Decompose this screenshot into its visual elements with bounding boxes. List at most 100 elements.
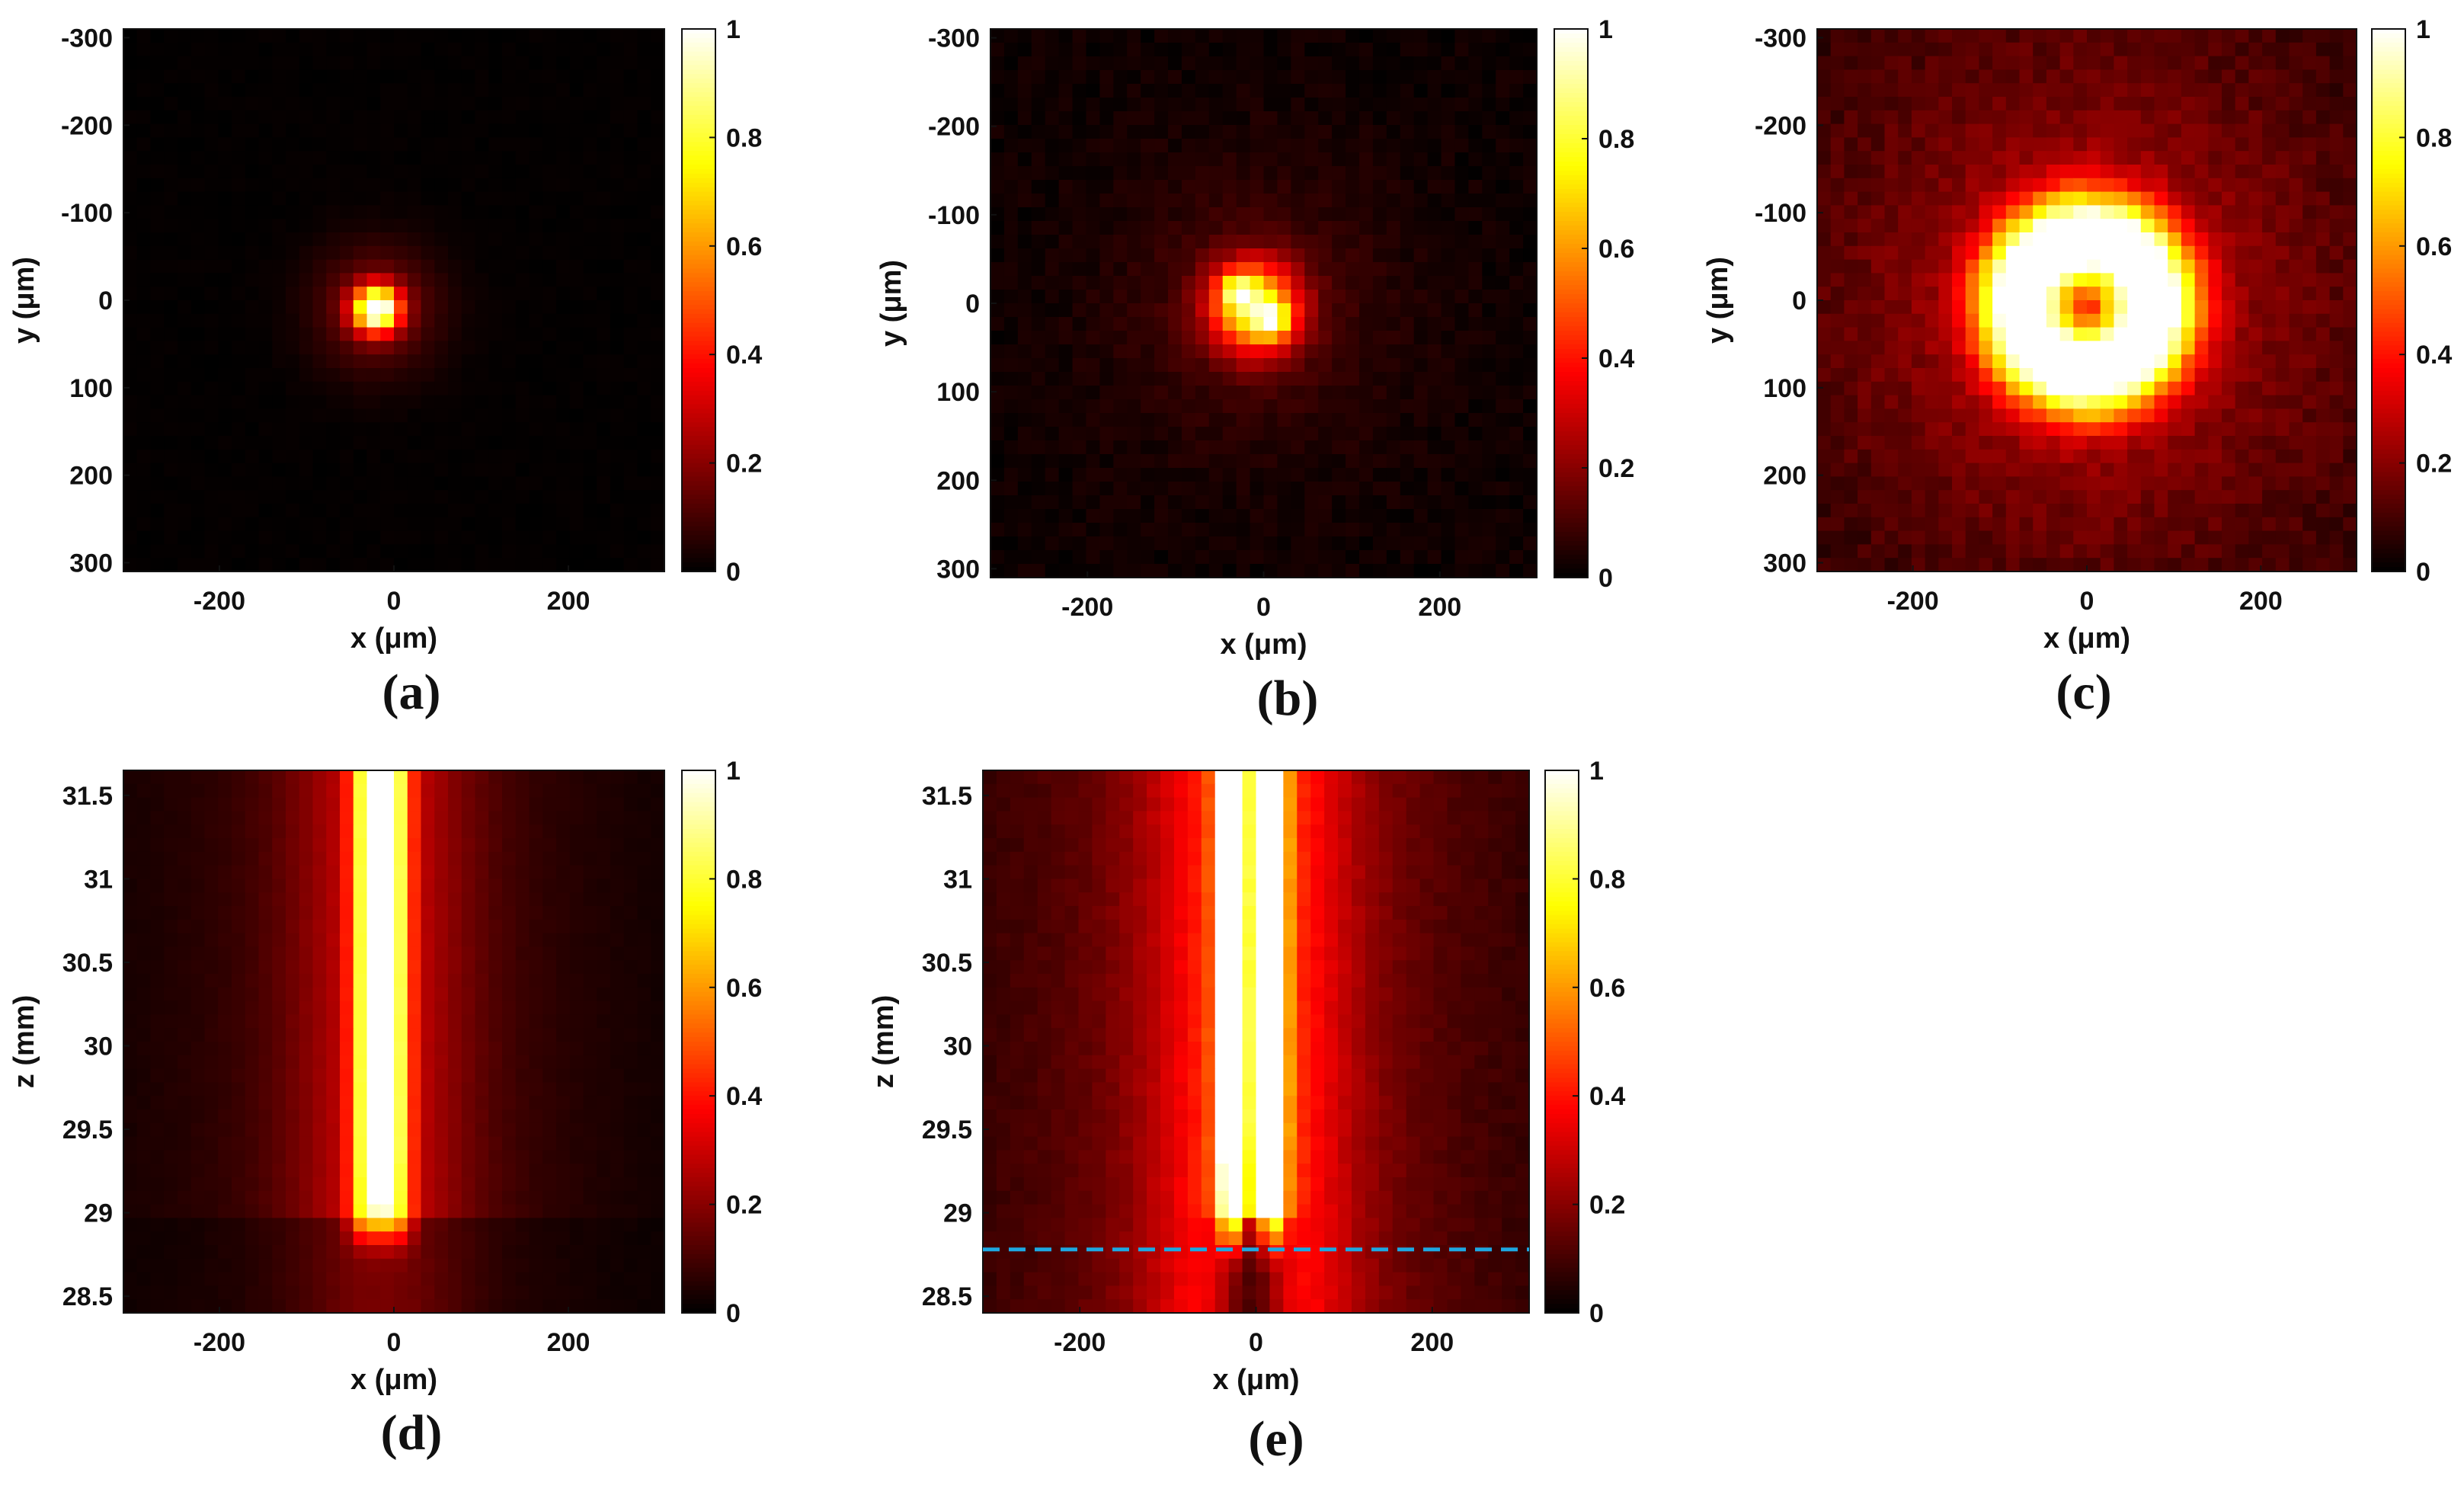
heatmap-cell: [637, 395, 651, 409]
heatmap-cell: [218, 313, 232, 328]
heatmap-cell: [1208, 399, 1224, 414]
heatmap-cell: [312, 29, 327, 43]
heatmap-cell: [1454, 550, 1469, 565]
heatmap-cell: [610, 178, 625, 193]
heatmap-cell: [232, 422, 246, 437]
heatmap-cell: [583, 69, 597, 84]
colorbar-swatch: [1554, 120, 1588, 126]
heatmap-cell: [475, 219, 489, 233]
colorbar-tick-label: 0: [726, 558, 741, 587]
heatmap-cell: [2343, 56, 2357, 70]
heatmap-cell: [272, 137, 286, 152]
heatmap-cell: [651, 449, 665, 464]
heatmap-cell: [623, 178, 638, 193]
heatmap-cell: [434, 530, 449, 545]
heatmap-cell: [258, 83, 273, 98]
heatmap-cell: [2329, 463, 2344, 477]
heatmap-cell: [1222, 111, 1237, 126]
heatmap-cell: [164, 504, 178, 518]
heatmap-cell: [2181, 191, 2196, 206]
heatmap-cell: [2208, 449, 2222, 464]
heatmap-cell: [136, 219, 152, 233]
heatmap-cell: [258, 219, 273, 233]
heatmap-cell: [1844, 368, 1858, 383]
heatmap-cell: [502, 313, 517, 328]
heatmap-cell: [990, 468, 1005, 482]
heatmap-cell: [1304, 290, 1319, 304]
heatmap-cell: [2235, 69, 2249, 84]
heatmap-cell: [1911, 395, 1926, 409]
heatmap-cell: [1003, 331, 1019, 345]
heatmap-cell: [2208, 69, 2222, 84]
heatmap-cell: [1181, 344, 1196, 359]
heatmap-cell: [272, 178, 286, 193]
heatmap-cell: [488, 504, 503, 518]
heatmap-cell: [1992, 97, 2007, 111]
heatmap-cell: [2275, 42, 2290, 57]
heatmap-cell: [178, 165, 192, 179]
colorbar-swatch: [1554, 450, 1588, 455]
heatmap-cell: [421, 259, 435, 274]
heatmap-cell: [1195, 262, 1210, 277]
heatmap-cell: [637, 517, 651, 532]
heatmap-cell: [421, 273, 435, 287]
heatmap-cell: [2019, 422, 2034, 437]
heatmap-cell: [1072, 56, 1087, 71]
heatmap-cell: [1291, 523, 1305, 537]
heatmap-cell: [990, 180, 1005, 194]
heatmap-cell: [2019, 56, 2034, 70]
heatmap-cell: [1127, 317, 1141, 331]
heatmap-cell: [2087, 123, 2101, 138]
heatmap-cell: [353, 408, 368, 423]
heatmap-cell: [1332, 564, 1346, 578]
heatmap-cell: [529, 151, 543, 165]
heatmap-cell: [2289, 205, 2303, 219]
heatmap-cell: [1154, 386, 1169, 400]
heatmap-cell: [583, 530, 597, 545]
heatmap-cell: [542, 530, 557, 545]
colorbar-swatch: [1554, 386, 1588, 391]
heatmap-cell: [258, 56, 273, 70]
heatmap-cell: [2181, 490, 2196, 504]
heatmap-cell: [1400, 84, 1415, 98]
heatmap-cell: [178, 341, 192, 355]
heatmap-cell: [1427, 98, 1442, 112]
heatmap-cell: [164, 97, 178, 111]
heatmap-cell: [569, 287, 584, 301]
heatmap-cell: [1099, 152, 1114, 167]
heatmap-cell: [326, 83, 341, 98]
heatmap-cell: [461, 558, 476, 572]
heatmap-cell: [637, 69, 651, 84]
heatmap-cell: [2302, 313, 2317, 328]
heatmap-cell: [1372, 111, 1387, 126]
heatmap-cell: [990, 386, 1005, 400]
heatmap-cell: [1523, 482, 1538, 496]
heatmap-cell: [1072, 386, 1087, 400]
heatmap-cell: [1992, 69, 2007, 84]
heatmap-cell: [1441, 221, 1456, 235]
heatmap-cell: [610, 327, 625, 341]
heatmap-cell: [1072, 70, 1087, 85]
heatmap-cell: [2262, 245, 2277, 261]
heatmap-cell: [1113, 440, 1128, 455]
colorbar-swatch: [682, 219, 715, 224]
heatmap-cell: [1482, 427, 1496, 441]
heatmap-cell: [326, 530, 341, 545]
heatmap-cell: [394, 422, 408, 437]
heatmap-cell: [1441, 468, 1456, 482]
heatmap-cell: [1154, 427, 1169, 441]
heatmap-cell: [2127, 368, 2142, 383]
heatmap-cell: [610, 83, 625, 98]
heatmap-cell: [1427, 564, 1442, 578]
heatmap-cell: [2114, 517, 2128, 532]
heatmap-cell: [2114, 29, 2128, 43]
heatmap-cell: [2087, 178, 2101, 193]
colorbar-swatch: [682, 427, 715, 432]
heatmap-cell: [569, 273, 584, 287]
heatmap-cell: [1154, 358, 1169, 373]
heatmap-cell: [502, 83, 517, 98]
heatmap-cell: [2275, 232, 2290, 247]
heatmap-cell: [1058, 468, 1074, 482]
heatmap-cell: [2168, 97, 2182, 111]
heatmap-cell: [286, 165, 300, 179]
